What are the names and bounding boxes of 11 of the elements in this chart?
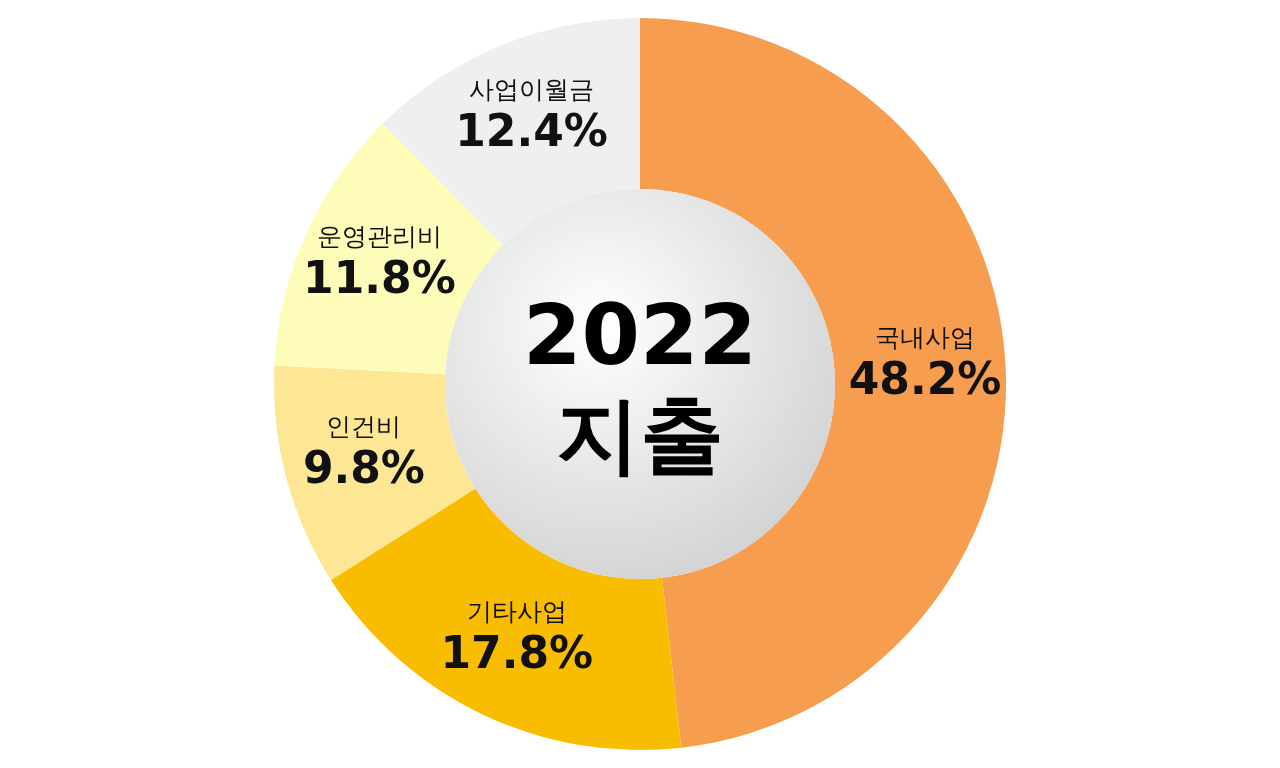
slice-label: 사업이월금 — [469, 74, 595, 104]
data-label: 11.8% — [303, 252, 456, 304]
slice-label: 기타사업 — [466, 596, 567, 626]
slice-label: 운영관리비 — [316, 222, 442, 252]
data-label: 48.2% — [848, 352, 1002, 404]
text: 2022 지출 — [523, 286, 757, 484]
slice-label: 인건비 — [326, 411, 402, 441]
data-label: 9.8% — [302, 441, 425, 493]
slice-label: 국내사업 — [875, 322, 976, 352]
data-label: 17.8% — [440, 626, 594, 678]
data-label: 12.4% — [455, 104, 608, 156]
